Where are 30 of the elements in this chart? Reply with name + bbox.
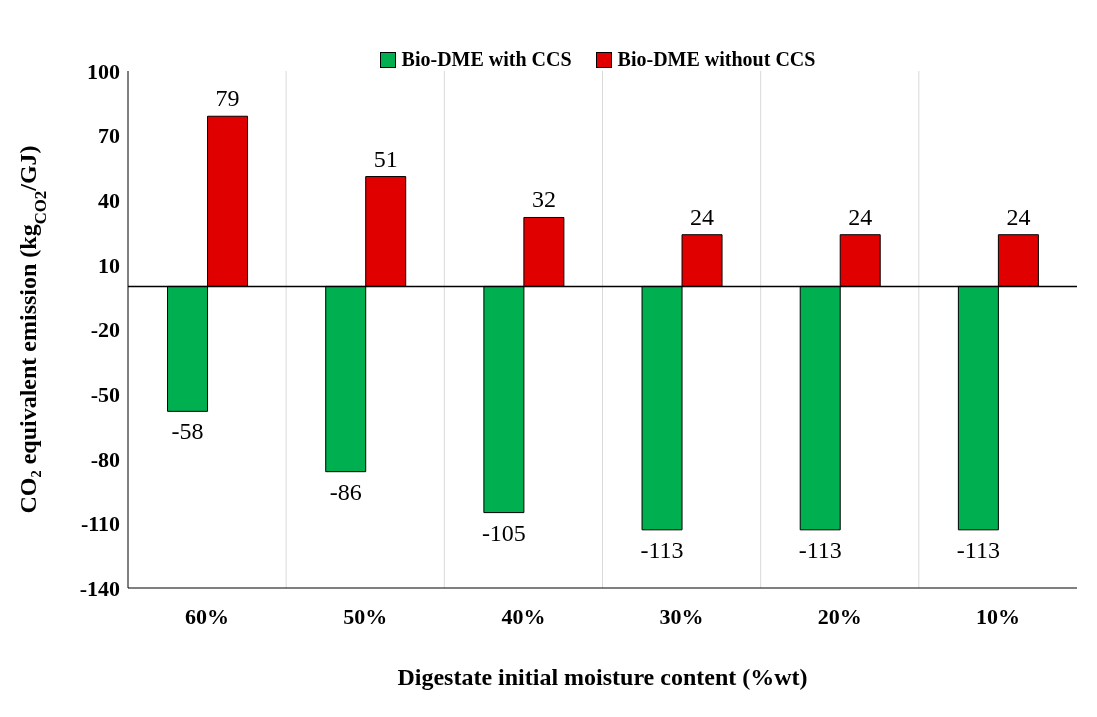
y-tick-label: -20 xyxy=(90,317,120,343)
y-tick-label: -50 xyxy=(90,381,120,407)
x-tick-label: 30% xyxy=(659,603,704,629)
x-tick-label: 60% xyxy=(185,603,230,629)
y-tick-label: 40 xyxy=(98,188,120,214)
y-tick-label: -140 xyxy=(79,575,120,601)
data-label: -86 xyxy=(329,478,362,505)
y-tick-label: 100 xyxy=(87,58,120,84)
x-tick-label: 50% xyxy=(343,603,388,629)
y-tick-label: -80 xyxy=(90,446,120,472)
data-label: -113 xyxy=(956,536,1000,563)
legend-label: Bio-DME with CCS xyxy=(400,48,572,71)
y-tick-label: -110 xyxy=(80,511,120,537)
data-label: 51 xyxy=(373,145,398,172)
data-label: -113 xyxy=(640,536,684,563)
data-label: 79 xyxy=(215,85,240,112)
x-tick-label: 40% xyxy=(501,603,546,629)
data-label: 32 xyxy=(531,186,556,213)
data-label: -105 xyxy=(481,519,526,546)
data-label: -58 xyxy=(171,418,204,445)
legend-label: Bio-DME without CCS xyxy=(616,48,816,71)
data-label: 24 xyxy=(1006,203,1031,230)
x-tick-label: 10% xyxy=(975,603,1020,629)
data-label: -113 xyxy=(798,536,842,563)
data-label: 24 xyxy=(848,203,873,230)
data-label: 24 xyxy=(690,203,715,230)
x-axis-title: Digestate initial moisture content (%wt) xyxy=(397,664,808,691)
y-tick-label: 10 xyxy=(98,252,120,278)
x-tick-label: 20% xyxy=(817,603,862,629)
y-tick-label: 70 xyxy=(98,123,120,149)
